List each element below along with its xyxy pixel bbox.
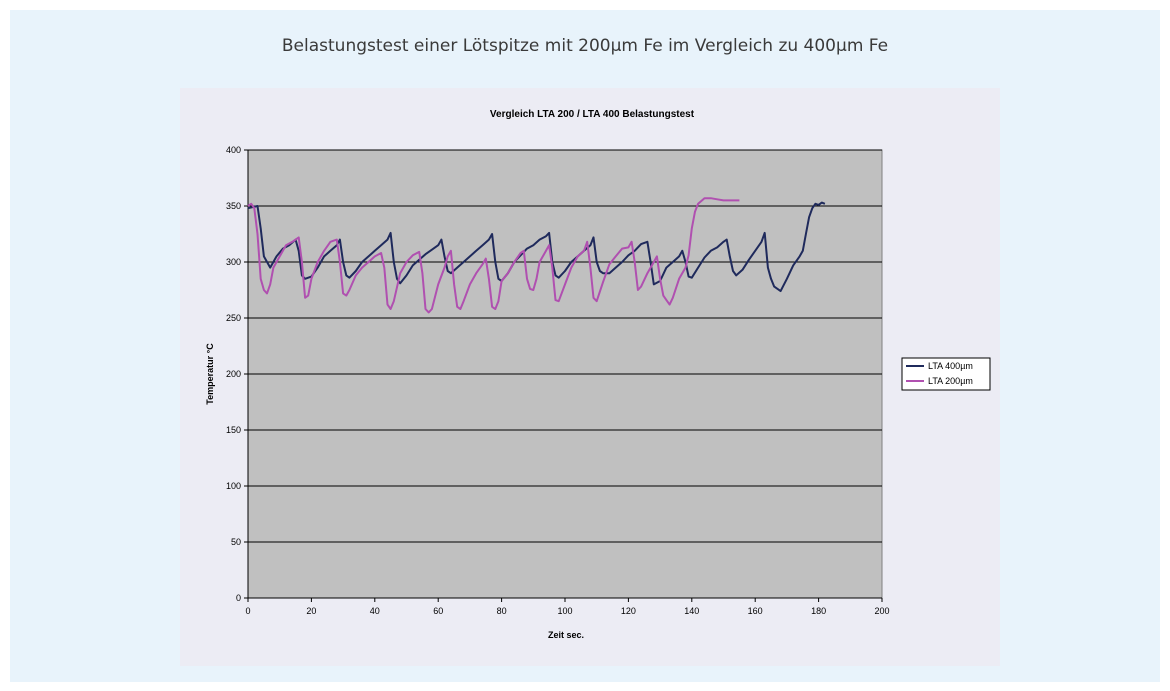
page-title: Belastungstest einer Lötspitze mit 200µm… bbox=[281, 36, 889, 56]
x-tick-label-120: 120 bbox=[621, 606, 636, 616]
y-tick-label-350: 350 bbox=[226, 201, 241, 211]
y-tick-labels: 0 50 100 150 200 250 300 350 400 bbox=[226, 145, 248, 603]
y-tick-label-150: 150 bbox=[226, 425, 241, 435]
x-tick-label-180: 180 bbox=[811, 606, 826, 616]
x-tick-label-200: 200 bbox=[874, 606, 889, 616]
x-tick-label-60: 60 bbox=[433, 606, 443, 616]
x-tick-label-160: 160 bbox=[748, 606, 763, 616]
y-tick-label-300: 300 bbox=[226, 257, 241, 267]
y-tick-label-200: 200 bbox=[226, 369, 241, 379]
legend-label-lta-400: LTA 400µm bbox=[928, 361, 973, 371]
x-tick-label-100: 100 bbox=[557, 606, 572, 616]
gridlines bbox=[248, 149, 882, 543]
legend: LTA 400µm LTA 200µm bbox=[901, 357, 991, 391]
y-tick-label-0: 0 bbox=[236, 593, 241, 603]
legend-label-lta-200: LTA 200µm bbox=[928, 376, 973, 386]
y-tick-label-50: 50 bbox=[231, 537, 241, 547]
x-tick-labels: 0 20 40 60 80 100 120 140 160 180 200 bbox=[245, 598, 890, 616]
x-tick-label-20: 20 bbox=[306, 606, 316, 616]
y-axis-label: Temperatur °C bbox=[205, 343, 215, 405]
series-line-lta-400 bbox=[247, 201, 826, 293]
x-tick-label-0: 0 bbox=[245, 606, 250, 616]
y-tick-label-250: 250 bbox=[226, 313, 241, 323]
y-tick-label-400: 400 bbox=[226, 145, 241, 155]
x-tick-label-140: 140 bbox=[684, 606, 699, 616]
x-tick-label-80: 80 bbox=[497, 606, 507, 616]
series-lines bbox=[247, 197, 826, 314]
x-axis-label: Zeit sec. bbox=[548, 630, 584, 640]
series-line-lta-200 bbox=[247, 197, 740, 314]
x-tick-label-40: 40 bbox=[370, 606, 380, 616]
legend-box bbox=[901, 357, 991, 391]
y-tick-label-100: 100 bbox=[226, 481, 241, 491]
chart-title: Vergleich LTA 200 / LTA 400 Belastungste… bbox=[490, 109, 695, 120]
